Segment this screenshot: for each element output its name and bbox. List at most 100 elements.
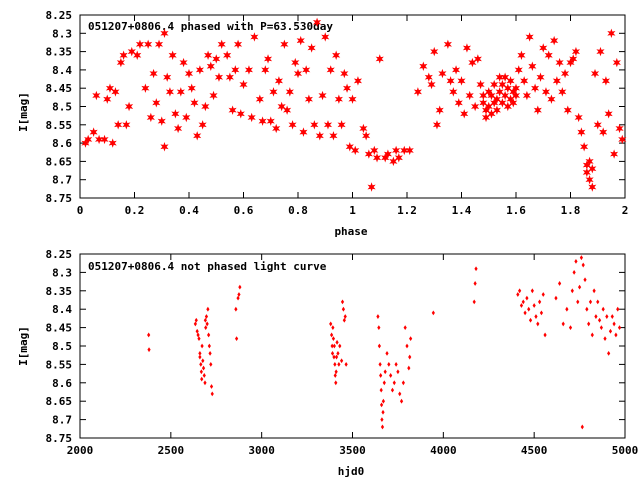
phased-plot-point xyxy=(206,61,215,71)
unphased-plot-point xyxy=(387,362,391,367)
phased-plot-point xyxy=(116,57,125,68)
phased-plot-point xyxy=(312,17,322,28)
unphased-plot-point xyxy=(592,288,596,294)
phased-plot-point xyxy=(563,105,572,115)
phased-plot-ytick-label: 8.6 xyxy=(52,137,72,150)
phased-plot-ytick-label: 8.4 xyxy=(52,64,72,77)
unphased-plot-point xyxy=(572,270,576,275)
phased-plot-point xyxy=(599,127,608,137)
phased-plot-point xyxy=(244,65,254,75)
phased-plot-point xyxy=(179,57,188,68)
phased-plot-point xyxy=(318,90,327,101)
phased-plot-point xyxy=(345,142,354,152)
phased-plot-point xyxy=(154,39,164,49)
phased-plot-point xyxy=(359,123,368,134)
phased-plot-point xyxy=(193,131,202,141)
unphased-plot-point xyxy=(198,354,202,360)
unphased-plot-point xyxy=(568,325,573,330)
phased-plot-point xyxy=(501,90,510,101)
unphased-plot-point xyxy=(331,336,336,342)
phased-plot-point xyxy=(503,101,512,112)
phased-plot-point xyxy=(163,72,172,82)
phased-plot-point xyxy=(547,94,556,104)
unphased-plot-ytick-label: 8.3 xyxy=(52,266,72,279)
phased-plot-point xyxy=(392,145,401,156)
phased-plot-title: 051207+0806.4 phased with P=63.530day xyxy=(88,20,333,33)
unphased-plot-point xyxy=(539,310,544,316)
unphased-plot-point xyxy=(579,255,583,261)
unphased-plot-point xyxy=(405,343,409,349)
unphased-plot-xtick-label: 5000 xyxy=(612,444,639,457)
phased-plot-xtick-label: 0.6 xyxy=(234,204,254,217)
phased-plot-point xyxy=(492,105,502,115)
phased-plot-point xyxy=(471,101,480,112)
phased-plot-point xyxy=(174,123,183,134)
phased-plot-point xyxy=(615,123,624,134)
unphased-plot-point xyxy=(380,417,384,422)
phased-plot-point xyxy=(353,76,363,86)
phased-plot-point xyxy=(580,142,589,152)
unphased-plot-point xyxy=(597,317,602,323)
unphased-plot-point xyxy=(585,306,589,312)
unphased-plot-ytick-label: 8.75 xyxy=(46,432,73,445)
phased-plot-point xyxy=(514,65,523,75)
phased-plot-point xyxy=(157,116,166,126)
phased-plot-point xyxy=(307,43,316,53)
phased-plot-point xyxy=(427,79,436,90)
phased-plot-point xyxy=(588,164,597,174)
unphased-plot-point xyxy=(523,310,527,316)
unphased-plot-point xyxy=(341,306,346,312)
unphased-plot-point xyxy=(209,362,213,367)
unphased-plot-point xyxy=(377,325,381,330)
phased-plot-point xyxy=(558,87,567,97)
unphased-plot-point xyxy=(532,303,536,308)
unphased-plot-point xyxy=(237,292,241,297)
phased-plot-point xyxy=(122,120,131,130)
unphased-plot-point xyxy=(528,317,533,323)
unphased-plot-point xyxy=(334,354,339,360)
phased-plot-point xyxy=(511,90,521,101)
phased-plot-point xyxy=(394,153,403,163)
unphased-plot-point xyxy=(608,328,613,334)
unphased-plot-point xyxy=(588,299,593,305)
unphased-plot-ytick-label: 8.65 xyxy=(46,395,73,408)
phased-plot-point xyxy=(413,87,422,97)
phased-plot-point xyxy=(536,72,545,82)
phased-plot-point xyxy=(522,90,531,101)
phased-plot-point xyxy=(462,43,472,53)
phased-plot-point xyxy=(149,68,158,79)
phased-plot-point xyxy=(326,65,335,75)
phased-plot-point xyxy=(601,76,611,86)
phased-plot-point xyxy=(367,182,376,192)
unphased-plot-point xyxy=(236,295,240,301)
unphased-plot-point xyxy=(583,277,587,283)
unphased-plot-point xyxy=(333,362,337,367)
phased-plot-point xyxy=(334,94,343,104)
phased-plot-point xyxy=(405,145,414,156)
phased-plot-point xyxy=(285,87,294,97)
unphased-plot-point xyxy=(385,350,389,356)
phased-plot-point xyxy=(315,131,324,141)
unphased-plot-ytick-label: 8.25 xyxy=(46,248,73,261)
phased-plot-point xyxy=(342,83,352,93)
phased-plot-point xyxy=(588,182,597,192)
phased-plot-point xyxy=(274,76,284,86)
unphased-plot-point xyxy=(603,336,607,342)
phased-plot-point xyxy=(495,87,504,97)
phased-plot-point xyxy=(460,109,469,119)
phased-plot-xtick-label: 0.4 xyxy=(179,204,199,217)
unphased-plot-point xyxy=(605,314,609,319)
unphased-plot-point xyxy=(558,281,562,286)
unphased-plot-point xyxy=(210,391,214,397)
unphased-plot-point xyxy=(381,409,385,415)
unphased-plot-xtick-label: 2500 xyxy=(158,444,185,457)
phased-plot-point xyxy=(487,90,496,101)
unphased-plot-point xyxy=(200,343,204,349)
unphased-plot-point xyxy=(234,306,238,312)
phased-plot-point xyxy=(100,134,109,145)
unphased-plot-point xyxy=(206,306,210,312)
unphased-plot-point xyxy=(538,299,542,305)
unphased-plot-xtick-label: 3500 xyxy=(339,444,366,457)
unphased-plot-point xyxy=(343,314,347,319)
unphased-plot-point xyxy=(329,321,333,327)
